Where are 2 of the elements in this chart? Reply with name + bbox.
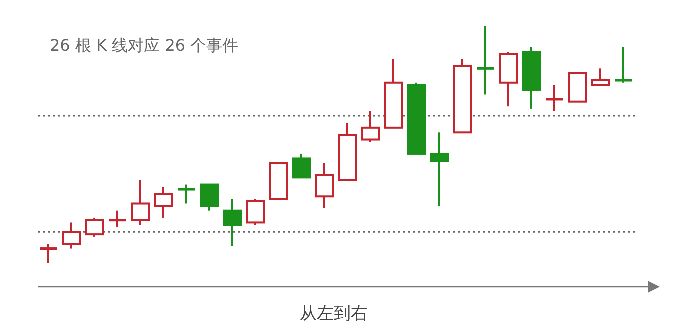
xlabel: 从左到右 (300, 304, 368, 324)
title: 26 根 K 线对应 26 个事件 (50, 36, 239, 55)
